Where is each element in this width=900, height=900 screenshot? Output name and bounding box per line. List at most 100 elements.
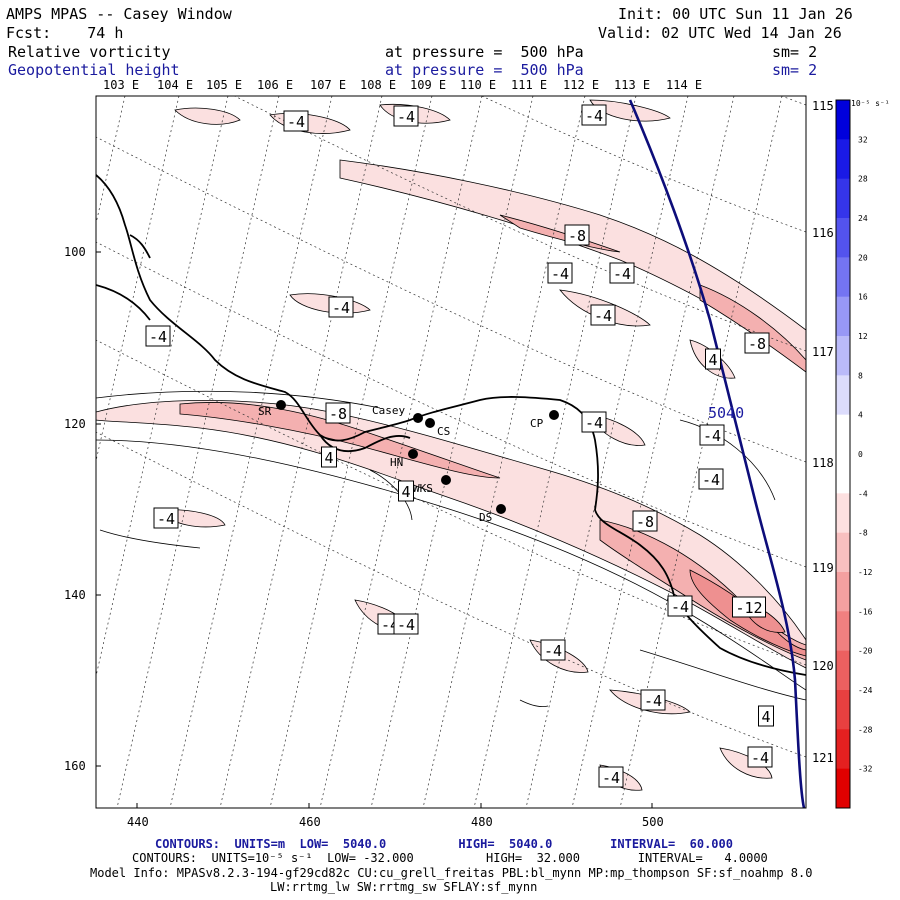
colorbar-swatch xyxy=(836,257,850,298)
colorbar-tick-label: 32 xyxy=(858,135,868,144)
vorticity-label: -4 xyxy=(397,616,415,634)
forecast-hour: Fcst: 74 h xyxy=(6,24,124,42)
vorticity-label-box xyxy=(640,689,666,711)
colorbar-tick-label: 8 xyxy=(858,371,863,380)
vorticity-label-box xyxy=(540,639,566,661)
colorbar-tick-label: 12 xyxy=(858,332,868,341)
colorbar-swatch xyxy=(836,572,850,612)
vorticity-label-box xyxy=(283,110,309,132)
vorticity-label-box xyxy=(145,325,171,347)
vorticity-label: -4 xyxy=(594,307,612,325)
vorticity-label: 4 xyxy=(401,483,410,501)
y-tick-label: 160 xyxy=(64,759,86,773)
footer-model-info-2: LW:rrtmg_lw SW:rrtmg_sw SFLAY:sf_mynn xyxy=(270,880,538,894)
footer-model-info: Model Info: MPASv8.2.3-194-gf29cd82c CU:… xyxy=(90,866,813,880)
colorbar-tick-label: -20 xyxy=(858,647,873,656)
colorbar-tick-label: -32 xyxy=(858,765,873,774)
vorticity-label-box xyxy=(698,468,724,490)
vorticity-label: -4 xyxy=(644,692,662,710)
vorticity-label-box xyxy=(744,332,770,354)
y-tick-label: 100 xyxy=(64,245,86,259)
lon-label-top: 105 E xyxy=(206,78,242,92)
vorticity-label: -8 xyxy=(748,335,766,353)
lon-label-top: 109 E xyxy=(410,78,446,92)
lon-label-top: 106 E xyxy=(257,78,293,92)
lon-label-top: 107 E xyxy=(310,78,346,92)
colorbar-tick-label: 4 xyxy=(858,411,863,420)
colorbar-swatch xyxy=(836,100,850,140)
footer-contours-height: CONTOURS: UNITS=m LOW= 5040.0 HIGH= 5040… xyxy=(155,837,733,851)
height-contour-5040 xyxy=(628,99,806,808)
station-dot xyxy=(441,475,451,485)
footer-contours-vorticity: CONTOURS: UNITS=10⁻⁵ s⁻¹ LOW= -32.000 HI… xyxy=(132,851,768,865)
lon-label-top: 111 E xyxy=(511,78,547,92)
station-label: HN xyxy=(390,456,403,469)
vorticity-label: -4 xyxy=(613,265,631,283)
colorbar-tick-label: -4 xyxy=(858,489,868,498)
height-contour-label: 5040 xyxy=(708,404,744,422)
colorbar-tick-label: 20 xyxy=(858,253,868,262)
vorticity-label: -4 xyxy=(751,749,769,767)
station-label: WKS xyxy=(413,482,433,495)
colorbar-unit: 10⁻⁵ s⁻¹ xyxy=(851,99,890,108)
colorbar-swatch xyxy=(836,532,850,573)
lon-label-top: 104 E xyxy=(157,78,193,92)
graticule xyxy=(96,96,806,808)
field2-level: at pressure = 500 hPa xyxy=(385,61,584,79)
colorbar-swatch xyxy=(836,454,850,494)
colorbar-swatch xyxy=(836,139,850,180)
colorbar-swatch xyxy=(836,375,850,416)
station-dot xyxy=(549,410,559,420)
vorticity-label-box xyxy=(328,296,354,318)
x-tick-label: 460 xyxy=(299,815,321,829)
colorbar: 32 28 24 20 16 12 8 4 0 -4 -8 -12 -16 -20 -24 -28 -32 xyxy=(835,99,873,809)
vorticity-label-box xyxy=(153,507,179,529)
vorticity-label: -4 xyxy=(397,108,415,126)
vorticity-label: -8 xyxy=(636,513,654,531)
field2-smooth: sm= 2 xyxy=(772,61,818,79)
vorticity-label-box xyxy=(325,402,351,424)
vorticity-label: -4 xyxy=(703,427,721,445)
station-dot xyxy=(276,400,286,410)
vorticity-label: -4 xyxy=(544,642,562,660)
colorbar-swatch xyxy=(836,729,850,770)
vorticity-label-box xyxy=(598,766,624,788)
init-time: Init: 00 UTC Sun 11 Jan 26 xyxy=(618,5,853,23)
vorticity-label-box xyxy=(393,105,419,127)
lon-label-top: 110 E xyxy=(460,78,496,92)
vorticity-label: 4 xyxy=(761,708,770,726)
vorticity-contour-labels: -4 -4 -4 -8 -4 -4 -4 -4 -8 -4 4 -8 -4 -4 4 -4 4 -4 -8 -4 -12… xyxy=(145,104,774,788)
vorticity-label-box xyxy=(393,613,419,635)
vorticity-label: -4 xyxy=(585,414,603,432)
station-label: CP xyxy=(530,417,544,430)
vorticity-label-box xyxy=(564,224,590,246)
colorbar-swatch xyxy=(836,690,850,730)
field1-name: Relative vorticity xyxy=(8,43,171,61)
vorticity-label: -4 xyxy=(585,107,603,125)
vorticity-label-box xyxy=(705,348,721,370)
colorbar-tick-label: -12 xyxy=(858,568,873,577)
colorbar-tick-label: 16 xyxy=(858,293,868,302)
lon-label-top: 108 E xyxy=(360,78,396,92)
vorticity-label: 4 xyxy=(708,351,717,369)
station-label: SR xyxy=(258,405,272,418)
lon-label-top: 112 E xyxy=(563,78,599,92)
station-label: Casey xyxy=(372,404,405,417)
colorbar-swatch xyxy=(836,218,850,258)
station-markers: SR Casey CS CP HN WKS DS xyxy=(258,400,559,524)
lon-label-top: 113 E xyxy=(614,78,650,92)
colorbar-tick-label: -8 xyxy=(858,529,868,538)
colorbar-tick-label: -16 xyxy=(858,607,873,616)
vorticity-label-box xyxy=(667,595,693,617)
vorticity-label: -4 xyxy=(702,471,720,489)
vorticity-label: -4 xyxy=(332,299,350,317)
vorticity-label-box xyxy=(590,304,616,326)
y-tick-label: 120 xyxy=(64,417,86,431)
colorbar-swatch xyxy=(836,336,850,376)
colorbar-swatch xyxy=(836,768,850,809)
station-dot xyxy=(425,418,435,428)
lon-label-top: 103 E xyxy=(103,78,139,92)
lon-label-top: 114 E xyxy=(666,78,702,92)
colorbar-swatch xyxy=(836,650,850,691)
